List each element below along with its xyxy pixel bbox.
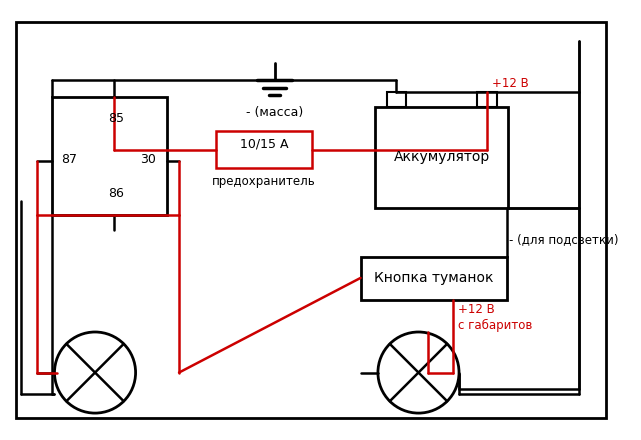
Bar (360, 257, 507, 300)
Text: - (для подсветки): - (для подсветки) (509, 233, 619, 246)
Bar (387, 92, 406, 107)
Text: предохранитель: предохранитель (212, 175, 316, 188)
Text: 10/15 А: 10/15 А (240, 137, 288, 150)
Text: - (масса): - (масса) (246, 106, 303, 119)
Bar (216, 131, 312, 168)
Bar (375, 107, 508, 209)
Bar (478, 92, 497, 107)
Text: 85: 85 (108, 112, 124, 125)
Text: 87: 87 (61, 153, 77, 166)
Text: Аккумулятор: Аккумулятор (394, 150, 490, 164)
Text: +12 В
с габаритов: +12 В с габаритов (458, 303, 533, 332)
Text: 86: 86 (108, 187, 124, 201)
Text: 30: 30 (140, 153, 156, 166)
Bar (51, 97, 167, 215)
Text: +12 В: +12 В (492, 77, 529, 90)
Text: Кнопка туманок: Кнопка туманок (374, 271, 494, 285)
